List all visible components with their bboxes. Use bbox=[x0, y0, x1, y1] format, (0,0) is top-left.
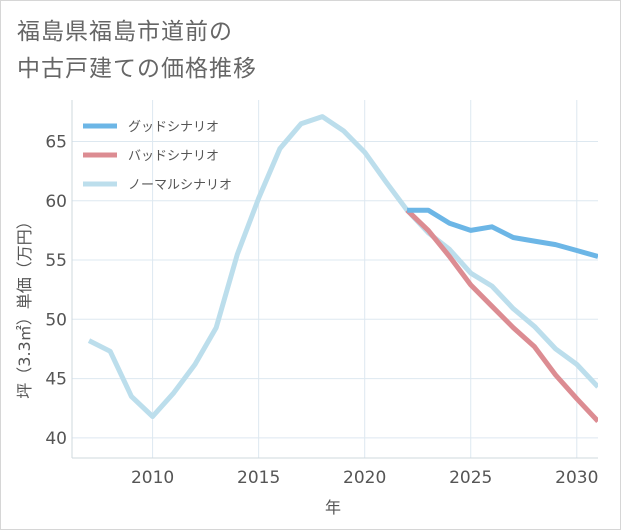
chart-title-line-1: 福島県福島市道前の bbox=[17, 19, 233, 45]
y-tick-label: 50 bbox=[45, 310, 67, 330]
y-tick-label: 40 bbox=[45, 429, 67, 449]
plot-area bbox=[71, 100, 598, 459]
legend-label: グッドシナリオ bbox=[128, 120, 219, 135]
y-tick-label: 55 bbox=[45, 251, 67, 271]
y-tick-label: 45 bbox=[45, 370, 67, 390]
series-layer bbox=[87, 114, 598, 424]
x-tick-label: 2030 bbox=[555, 468, 598, 488]
x-axis-ticks: 2010 2015 2020 2025 2030 bbox=[131, 468, 598, 488]
chart-title-line-2: 中古戸建ての価格推移 bbox=[17, 56, 257, 82]
legend-item-normal: ノーマルシナリオ bbox=[83, 178, 232, 193]
normal-scenario-line bbox=[87, 114, 598, 419]
good-scenario-line bbox=[407, 207, 598, 259]
legend-label: バッドシナリオ bbox=[128, 149, 219, 164]
grid-lines bbox=[72, 100, 598, 458]
y-axis-ticks: 40 45 50 55 60 65 bbox=[45, 132, 67, 448]
x-tick-label: 2010 bbox=[131, 468, 174, 488]
y-tick-label: 65 bbox=[45, 132, 67, 152]
x-tick-label: 2015 bbox=[237, 468, 280, 488]
x-tick-label: 2020 bbox=[343, 468, 386, 488]
y-tick-label: 60 bbox=[45, 192, 67, 212]
bad-scenario-line bbox=[405, 208, 598, 424]
x-tick-label: 2025 bbox=[449, 468, 492, 488]
x-axis-title: 年 bbox=[325, 498, 341, 517]
y-axis-title: 坪（3.3㎡）単価（万円） bbox=[15, 213, 34, 398]
legend-label: ノーマルシナリオ bbox=[128, 178, 232, 193]
legend-item-good: グッドシナリオ bbox=[83, 120, 219, 135]
chart-title: 福島県福島市道前の 中古戸建ての価格推移 bbox=[17, 14, 257, 88]
legend-item-bad: バッドシナリオ bbox=[83, 149, 219, 164]
